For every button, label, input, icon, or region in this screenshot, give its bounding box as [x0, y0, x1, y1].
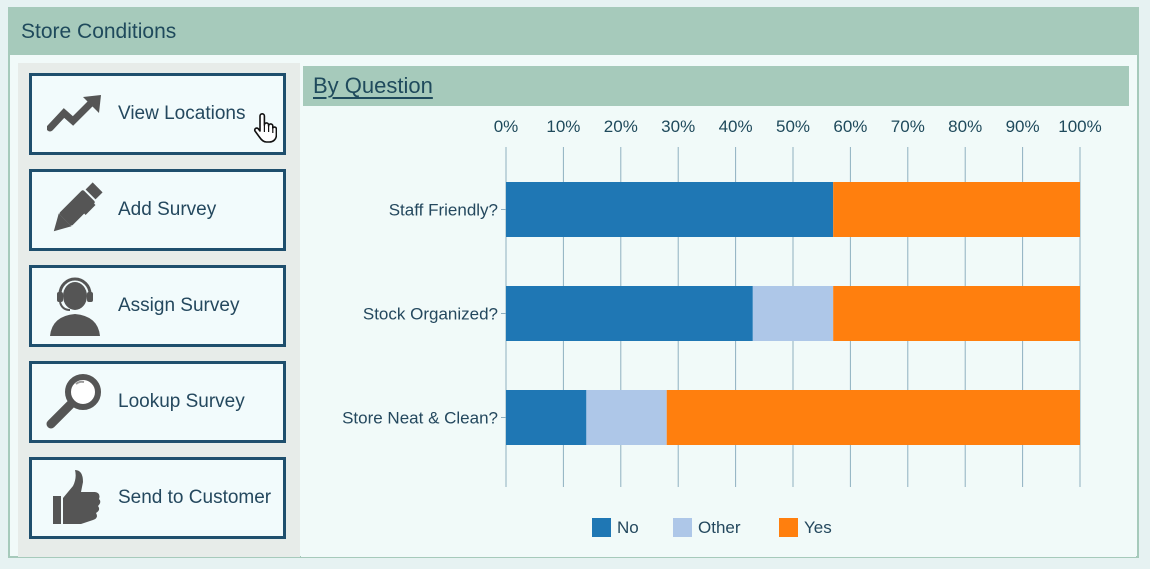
- thumbs-up-icon: [42, 465, 108, 531]
- pen-icon: [42, 177, 108, 243]
- category-label: Store Neat & Clean?: [342, 409, 498, 428]
- x-tick-label: 90%: [1006, 117, 1040, 136]
- bar-segment-yes: [833, 182, 1080, 237]
- x-tick-label: 70%: [891, 117, 925, 136]
- sidebar: View Locations: [18, 63, 300, 557]
- headset-user-icon: [42, 273, 108, 339]
- x-tick-label: 80%: [948, 117, 982, 136]
- view-locations-button[interactable]: View Locations: [29, 73, 286, 155]
- x-tick-label: 10%: [546, 117, 580, 136]
- bar-segment-no: [506, 390, 587, 445]
- x-tick-label: 60%: [833, 117, 867, 136]
- lookup-survey-label: Lookup Survey: [118, 391, 245, 412]
- bar-segment-no: [506, 182, 834, 237]
- category-label: Stock Organized?: [363, 305, 498, 324]
- window-titlebar: Store Conditions: [10, 9, 1137, 55]
- hand-pointer-cursor-icon: [253, 112, 278, 149]
- send-to-customer-label: Send to Customer: [118, 487, 272, 508]
- store-conditions-window: Store Conditions View Locations: [8, 7, 1139, 558]
- bar-segment-no: [506, 286, 753, 341]
- add-survey-label: Add Survey: [118, 199, 217, 220]
- bar-segment-yes: [666, 390, 1080, 445]
- bar-segment-yes: [833, 286, 1080, 341]
- window-title: Store Conditions: [21, 20, 177, 43]
- lookup-survey-button[interactable]: Lookup Survey: [29, 361, 286, 443]
- legend-label-yes: Yes: [804, 518, 832, 537]
- magnifier-icon: [42, 369, 108, 435]
- main-content: By Question 0% 10% 20% 30% 40% 50% 60% 70% 80% 90…: [301, 63, 1136, 557]
- legend-label-no: No: [617, 518, 639, 537]
- bar-segment-other: [586, 390, 667, 445]
- x-tick-label: 50%: [776, 117, 810, 136]
- assign-survey-button[interactable]: Assign Survey: [29, 265, 286, 347]
- stacked-bar-chart: 0% 10% 20% 30% 40% 50% 60% 70% 80% 90% 100% Staff F…: [342, 117, 1102, 537]
- add-survey-button[interactable]: Add Survey: [29, 169, 286, 251]
- x-tick-label: 30%: [661, 117, 695, 136]
- x-tick-label: 20%: [604, 117, 638, 136]
- assign-survey-label: Assign Survey: [118, 295, 240, 316]
- x-tick-label: 0%: [494, 117, 519, 136]
- x-tick-label: 100%: [1058, 117, 1101, 136]
- send-to-customer-button[interactable]: Send to Customer: [29, 457, 286, 539]
- bar-segment-other: [752, 286, 834, 341]
- legend-swatch-no: [592, 518, 611, 537]
- legend-swatch-yes: [779, 518, 798, 537]
- section-title-by-question[interactable]: By Question: [313, 73, 433, 98]
- legend-swatch-other: [673, 518, 692, 537]
- section-header: By Question: [303, 66, 1129, 106]
- legend-label-other: Other: [698, 518, 741, 537]
- x-tick-label: 40%: [719, 117, 753, 136]
- category-label: Staff Friendly?: [389, 201, 498, 220]
- view-locations-label: View Locations: [118, 103, 246, 124]
- trend-up-icon: [42, 81, 108, 147]
